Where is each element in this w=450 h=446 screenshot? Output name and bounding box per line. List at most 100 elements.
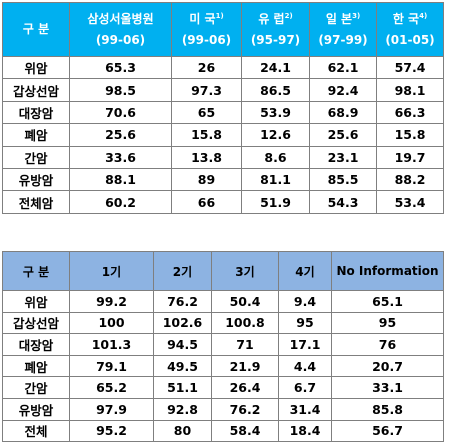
stage-survival-cell: 94.5 — [153, 333, 212, 356]
stage-survival-cell: 26.4 — [211, 376, 279, 399]
table1-header-cell: 미 국1) (99-06) — [171, 2, 242, 57]
survival-rate-cell: 26 — [171, 55, 242, 80]
table-row: 유방암 88.1 89 81.1 85.5 88.2 — [2, 167, 444, 192]
header-name-line: 일 본3) — [310, 9, 376, 30]
stage-survival-cell: 56.7 — [331, 419, 444, 443]
table-row: 전체암 60.2 66 51.9 54.3 53.4 — [2, 190, 444, 214]
header-name-line: 미 국1) — [172, 9, 241, 30]
table2-header-cell: 3기 — [211, 251, 279, 291]
table-row: 전체 95.2 80 58.4 18.4 56.7 — [2, 419, 444, 443]
survival-rate-cell: 51.9 — [241, 190, 310, 214]
table1-header-cell: 일 본3) (97-99) — [309, 2, 377, 57]
table2-body: 위암 99.2 76.2 50.4 9.4 65.1 갑상선암 100 102.6 100.8 95… — [2, 290, 444, 443]
stage-survival-cell: 9.4 — [278, 290, 332, 313]
stage-survival-cell: 79.1 — [69, 354, 154, 378]
header-name: 일 본 — [325, 11, 353, 26]
survival-rate-cell: 53.4 — [376, 190, 444, 214]
table-row: 갑상선암 98.5 97.3 86.5 92.4 98.1 — [2, 78, 444, 102]
stage-survival-cell: 21.9 — [211, 354, 279, 378]
survival-rate-cell: 33.6 — [69, 145, 172, 169]
table1-header-cell: 한 국4) (01-05) — [376, 2, 444, 57]
stage-survival-cell: 76 — [331, 333, 444, 356]
cancer-type-cell: 폐암 — [2, 354, 70, 378]
cancer-type-cell: 폐암 — [2, 123, 70, 147]
survival-rate-cell: 88.1 — [69, 167, 172, 192]
survival-rate-cell: 68.9 — [309, 100, 377, 125]
stage-survival-cell: 33.1 — [331, 376, 444, 399]
survival-rate-cell: 81.1 — [241, 167, 310, 192]
stage-survival-cell: 95 — [278, 311, 332, 335]
survival-rate-by-stage-table: 구 분 1기 2기 3기 4기 No Information 위암 99.2 76.2 50.4… — [2, 251, 444, 443]
cancer-type-cell: 위암 — [2, 290, 70, 313]
stage-survival-cell: 6.7 — [278, 376, 332, 399]
survival-rate-cell: 97.3 — [171, 78, 242, 102]
table2-header-row: 구 분 1기 2기 3기 4기 No Information — [2, 251, 444, 291]
survival-rate-cell: 86.5 — [241, 78, 310, 102]
cancer-type-cell: 갑상선암 — [2, 311, 70, 335]
stage-survival-cell: 99.2 — [69, 290, 154, 313]
survival-rate-cell: 25.6 — [309, 123, 377, 147]
survival-rate-cell: 65 — [171, 100, 242, 125]
survival-rate-cell: 98.1 — [376, 78, 444, 102]
survival-rate-cell: 15.8 — [376, 123, 444, 147]
footnote-marker: 3) — [352, 11, 361, 20]
header-name: 구 분 — [22, 22, 50, 36]
cancer-type-cell: 대장암 — [2, 333, 70, 356]
header-name: 유 럽 — [258, 11, 285, 26]
table-row: 폐암 25.6 15.8 12.6 25.6 15.8 — [2, 123, 444, 147]
cancer-type-cell: 간암 — [2, 376, 70, 399]
survival-rate-cell: 12.6 — [241, 123, 310, 147]
header-name-line: 유 럽2) — [242, 9, 309, 30]
table-row: 갑상선암 100 102.6 100.8 95 95 — [2, 311, 444, 335]
table-row: 대장암 101.3 94.5 71 17.1 76 — [2, 333, 444, 356]
survival-rate-cell: 15.8 — [171, 123, 242, 147]
survival-rate-cell: 62.1 — [309, 55, 377, 80]
cancer-type-cell: 대장암 — [2, 100, 70, 125]
table-row: 대장암 70.6 65 53.9 68.9 66.3 — [2, 100, 444, 125]
table1-header-row: 구 분 삼성서울병원 (99-06) 미 국1) (99-06) 유 럽2) (95-97)… — [2, 2, 444, 57]
stage-survival-cell: 31.4 — [278, 397, 332, 421]
footnote-marker: 1) — [215, 11, 224, 20]
survival-rate-comparison-table: 구 분 삼성서울병원 (99-06) 미 국1) (99-06) 유 럽2) (95-97)… — [2, 2, 444, 214]
stage-survival-cell: 100 — [69, 311, 154, 335]
stage-survival-cell: 51.1 — [153, 376, 212, 399]
survival-rate-cell: 88.2 — [376, 167, 444, 192]
survival-rate-cell: 65.3 — [69, 55, 172, 80]
survival-rate-cell: 92.4 — [309, 78, 377, 102]
stage-survival-cell: 17.1 — [278, 333, 332, 356]
table1-header-cell: 구 분 — [2, 2, 70, 57]
header-period: (01-05) — [385, 32, 435, 47]
stage-survival-cell: 95 — [331, 311, 444, 335]
table2-header-cell: 1기 — [69, 251, 154, 291]
stage-survival-cell: 18.4 — [278, 419, 332, 443]
header-period: (99-06) — [95, 32, 146, 47]
survival-rate-cell: 66.3 — [376, 100, 444, 125]
survival-rate-cell: 8.6 — [241, 145, 310, 169]
header-name: 한 국 — [392, 11, 420, 26]
footnote-marker: 4) — [419, 11, 428, 20]
table2-header-cell: 2기 — [153, 251, 212, 291]
stage-survival-cell: 95.2 — [69, 419, 154, 443]
stage-survival-cell: 101.3 — [69, 333, 154, 356]
table2-header-cell: 구 분 — [2, 251, 70, 291]
table-row: 위암 65.3 26 24.1 62.1 57.4 — [2, 55, 444, 80]
table-row: 위암 99.2 76.2 50.4 9.4 65.1 — [2, 290, 444, 313]
stage-survival-cell: 102.6 — [153, 311, 212, 335]
survival-rate-cell: 54.3 — [309, 190, 377, 214]
stage-survival-cell: 76.2 — [211, 397, 279, 421]
cancer-type-cell: 위암 — [2, 55, 70, 80]
stage-survival-cell: 100.8 — [211, 311, 279, 335]
stage-survival-cell: 49.5 — [153, 354, 212, 378]
stage-survival-cell: 92.8 — [153, 397, 212, 421]
survival-rate-cell: 23.1 — [309, 145, 377, 169]
table1-body: 위암 65.3 26 24.1 62.1 57.4 갑상선암 98.5 97.3 86.5 92.4… — [2, 55, 444, 214]
table-row: 간암 65.2 51.1 26.4 6.7 33.1 — [2, 376, 444, 399]
cancer-type-cell: 갑상선암 — [2, 78, 70, 102]
header-period: (97-99) — [318, 32, 368, 47]
stage-survival-cell: 20.7 — [331, 354, 444, 378]
stage-survival-cell: 4.4 — [278, 354, 332, 378]
cancer-type-cell: 간암 — [2, 145, 70, 169]
survival-rate-cell: 24.1 — [241, 55, 310, 80]
stage-survival-cell: 65.2 — [69, 376, 154, 399]
survival-rate-cell: 60.2 — [69, 190, 172, 214]
